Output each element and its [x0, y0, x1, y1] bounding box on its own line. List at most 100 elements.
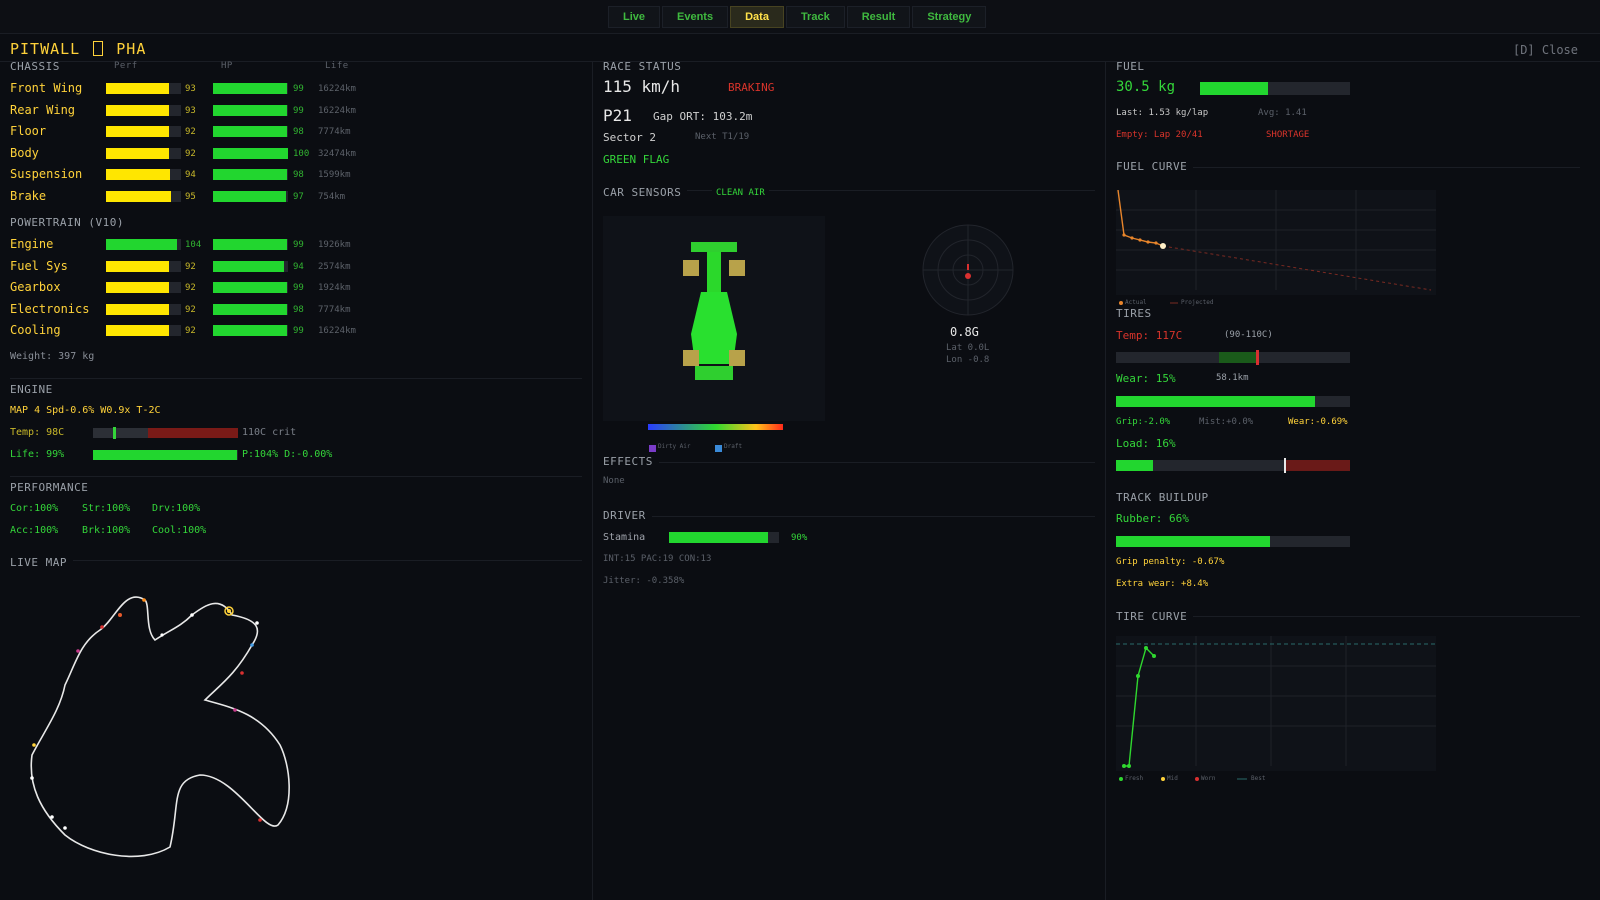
close-button[interactable]: [D] Close	[1512, 43, 1578, 57]
component-life-value: 16224km	[318, 326, 356, 336]
tire-legend-mid-swatch	[1161, 777, 1165, 781]
component-perf-bar	[106, 169, 181, 180]
dirty-air-swatch	[649, 445, 656, 452]
component-name: Brake	[10, 188, 47, 203]
component-hp-bar	[213, 126, 288, 137]
car-marker	[100, 625, 104, 629]
tab-strategy[interactable]: Strategy	[912, 6, 987, 28]
car-sensors-title: CAR SENSORS	[603, 186, 688, 199]
tab-track[interactable]: Track	[785, 6, 845, 28]
component-hp-bar	[213, 239, 288, 250]
g-force-total: 0.8G	[950, 325, 979, 339]
component-perf-fill	[106, 282, 169, 293]
main-tabs: Live Events Data Track Result Strategy	[608, 6, 987, 28]
chassis-title: CHASSIS	[10, 60, 60, 73]
tab-data[interactable]: Data	[730, 6, 784, 28]
player-car-marker	[224, 606, 234, 616]
component-perf-value: 92	[185, 326, 196, 336]
car-marker	[250, 643, 254, 647]
stamina-label: Stamina	[603, 532, 646, 543]
column-divider-2	[1105, 62, 1106, 900]
component-perf-fill	[106, 83, 170, 94]
tire-wear-fill	[1116, 396, 1315, 407]
heat-scale-bar	[648, 424, 783, 430]
track-outline	[30, 596, 290, 858]
engine-title: ENGINE	[10, 383, 53, 396]
tire-legend-best: Best	[1251, 775, 1266, 782]
component-perf-value: 93	[185, 105, 196, 116]
tab-events[interactable]: Events	[662, 6, 729, 28]
component-hp-bar	[213, 83, 288, 94]
g-force-radar	[922, 224, 1014, 316]
engine-life-bar	[93, 450, 238, 460]
divider	[10, 476, 582, 477]
tire-wear-bar	[1116, 396, 1350, 407]
tire-chart-bg	[1116, 636, 1436, 771]
car-marker	[142, 598, 146, 602]
tire-point	[1136, 674, 1140, 678]
player-car-dot	[227, 609, 231, 613]
component-life-value: 16224km	[318, 105, 356, 116]
component-hp-fill	[213, 303, 287, 315]
component-perf-bar	[106, 104, 181, 116]
tires-title: TIRES	[1116, 307, 1152, 320]
component-perf-bar	[106, 282, 181, 293]
tire-temp-marker	[1256, 350, 1260, 365]
car-marker	[258, 818, 262, 822]
flag-status: GREEN FLAG	[603, 153, 670, 166]
effects-value: None	[603, 476, 625, 486]
col-life-header: Life	[325, 61, 349, 71]
fuel-legend-actual-swatch	[1119, 301, 1123, 305]
component-perf-value: 92	[185, 127, 196, 137]
fuel-point	[1154, 241, 1158, 245]
component-name: Rear Wing	[10, 102, 76, 117]
app-title-right: PHA	[116, 40, 147, 58]
car-marker	[190, 613, 194, 617]
tab-result[interactable]: Result	[846, 6, 911, 28]
column-divider-1	[592, 62, 593, 900]
fuel-amount: 30.5 kg	[1116, 79, 1176, 95]
car-marker	[240, 671, 244, 675]
front-wing-shape	[691, 242, 737, 252]
component-perf-value: 95	[185, 191, 196, 202]
legend-draft: Draft	[724, 443, 743, 450]
divider	[603, 516, 1095, 517]
performance-title: PERFORMANCE	[10, 481, 89, 494]
component-life-value: 754km	[318, 191, 346, 202]
engine-life-extra: P:104% D:-0.00%	[242, 449, 333, 460]
component-perf-fill	[106, 104, 170, 116]
live-track-map[interactable]	[20, 585, 300, 875]
tire-legend-worn: Worn	[1201, 775, 1216, 782]
drive-state: BRAKING	[728, 81, 775, 94]
chassis-body-shape	[691, 292, 737, 364]
tire-temp-bar	[1116, 350, 1350, 365]
component-life-value: 7774km	[318, 304, 351, 315]
engine-temp-label: Temp: 98C	[10, 427, 65, 438]
component-hp-bar	[213, 104, 288, 116]
component-perf-fill	[106, 190, 171, 202]
top-bar: Live Events Data Track Result Strategy	[0, 0, 1600, 34]
app-title-left: PITWALL	[10, 40, 81, 58]
engine-temp-marker	[113, 427, 117, 439]
component-life-value: 1926km	[318, 240, 351, 250]
engine-temp-crit: 110C crit	[242, 427, 297, 438]
speed-value: 115 km/h	[603, 77, 681, 96]
stamina-bar	[669, 532, 779, 543]
component-hp-bar	[213, 190, 288, 202]
tire-grip: Grip:-2.0%	[1116, 417, 1171, 427]
component-hp-value: 100	[293, 148, 310, 159]
component-life-value: 16224km	[318, 84, 356, 94]
fuel-fill	[1200, 82, 1268, 95]
tire-rl-shape	[683, 350, 699, 366]
tire-temp-window-zone	[1218, 352, 1257, 363]
fuel-title: FUEL	[1116, 60, 1145, 73]
component-hp-bar	[213, 169, 288, 180]
tire-load-fill	[1116, 460, 1154, 471]
fuel-curve-chart	[1116, 190, 1436, 305]
tab-live[interactable]: Live	[608, 6, 661, 28]
component-hp-value: 94	[293, 261, 304, 272]
g-point	[965, 273, 971, 279]
car-marker	[233, 708, 237, 712]
effects-title: EFFECTS	[603, 455, 659, 468]
stamina-value: 90%	[791, 533, 808, 543]
